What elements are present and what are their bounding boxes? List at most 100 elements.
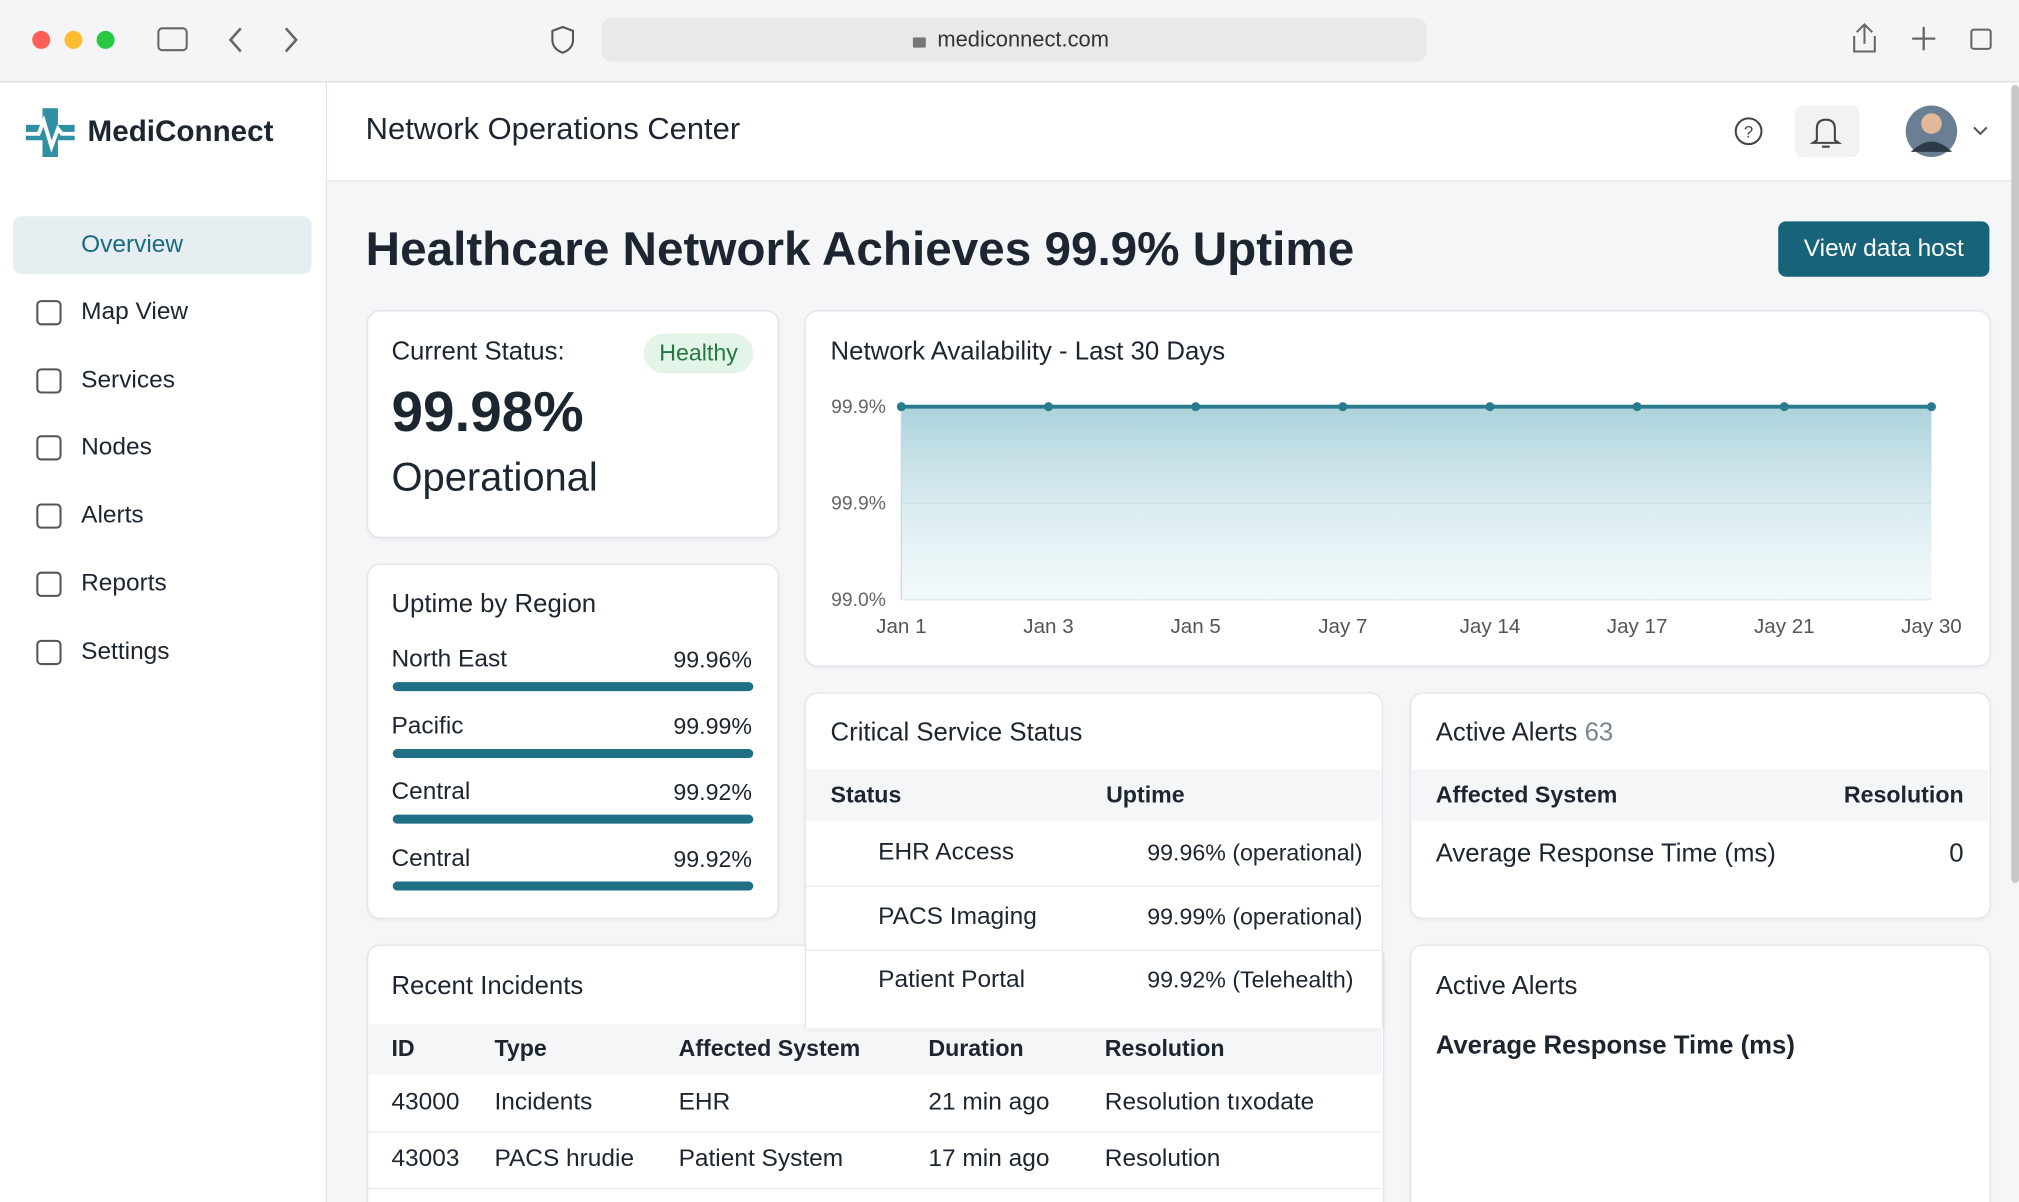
svg-text:?: ?: [1744, 123, 1753, 142]
status-text: Operational: [391, 454, 598, 500]
services-title: Critical Service Status: [830, 718, 1083, 748]
nav-item[interactable]: Reports: [81, 570, 167, 598]
region-name: Central: [391, 844, 471, 872]
services-header: Status: [830, 781, 902, 808]
nav-item[interactable]: Overview: [81, 231, 184, 259]
response-subtitle: Average Response Time (ms): [1435, 1031, 1795, 1060]
alerts-title: Active Alerts: [1435, 718, 1578, 748]
response-card: [1409, 944, 1991, 1202]
x-tick-label: Jay 21: [1754, 615, 1815, 638]
incident-header: Duration: [928, 1035, 1024, 1062]
nav-item[interactable]: Services: [81, 366, 175, 394]
region-value: 99.99%: [673, 712, 752, 739]
incident-header: ID: [391, 1035, 415, 1062]
region-bar: [392, 682, 754, 692]
header-icons: ?: [1734, 105, 1988, 158]
headline: Healthcare Network Achieves 99.9% Uptime: [365, 222, 1355, 276]
status-value: 99.98%: [391, 380, 584, 444]
nav-item[interactable]: Settings: [81, 638, 170, 666]
y-tick-label: 99.9%: [831, 494, 886, 515]
x-tick-label: Jay 17: [1607, 615, 1668, 638]
region-name: Pacific: [391, 712, 464, 740]
service-uptime: 99.96% (operational): [1147, 839, 1363, 866]
incident-cell: PACS hrudie: [494, 1145, 635, 1173]
region-bar: [392, 880, 753, 890]
header: [327, 82, 2019, 182]
incident-cell: 43003: [391, 1145, 460, 1173]
region-value: 99.92%: [673, 779, 752, 805]
area: [901, 406, 1932, 600]
region-bar: [392, 748, 754, 758]
region-title: Uptime by Region: [391, 590, 597, 619]
status-label: Current Status:: [391, 337, 565, 367]
service-name: Patient Portal: [878, 966, 1026, 994]
nav-icon: [36, 300, 62, 326]
nav-icon: [36, 503, 62, 529]
availability-title: Network Availability - Last 30 Days: [830, 337, 1226, 367]
incident-cell: 43000: [391, 1088, 460, 1116]
url[interactable]: mediconnect.com: [937, 27, 1109, 52]
point: [1926, 402, 1936, 412]
view-button[interactable]: View data host: [1778, 221, 1990, 277]
incident-cell: Incidents: [494, 1088, 593, 1116]
alerts-count: 63: [1584, 718, 1614, 748]
incidents-title: Recent Incidents: [391, 972, 584, 1001]
x-tick-label: Jay 30: [1901, 615, 1962, 638]
x-tick-label: Jan 1: [876, 615, 926, 638]
alerts-header: Resolution: [1843, 781, 1964, 808]
scrollbar: [2011, 84, 2019, 883]
incident-cell: Resolution tıxodate: [1104, 1088, 1315, 1116]
incident-header: Affected System: [678, 1035, 861, 1062]
brand: MediConnect: [87, 113, 274, 148]
alert-resolution: 0: [1949, 839, 1964, 869]
row-line: [806, 885, 1381, 887]
point: [1632, 402, 1642, 412]
y-tick-label: 99.9%: [831, 397, 886, 418]
row-line: [368, 1131, 1382, 1133]
nav-icon: [36, 571, 62, 597]
incident-header: Type: [494, 1035, 547, 1062]
services-head: [806, 769, 1381, 822]
alerts-head: [1411, 769, 1989, 822]
point: [896, 402, 906, 412]
region-card: [366, 563, 780, 919]
service-uptime: 99.99% (operational): [1147, 903, 1363, 930]
y-tick-label: 99.0%: [831, 590, 886, 611]
region-bar: [392, 814, 753, 824]
region-name: North East: [391, 646, 508, 674]
status-badge: Healthy: [643, 333, 754, 374]
nav-item[interactable]: Nodes: [81, 433, 152, 461]
x-tick-label: Jan 3: [1023, 615, 1073, 638]
incident-cell: 17 min ago: [928, 1145, 1050, 1173]
point: [1043, 402, 1054, 412]
point: [1779, 402, 1789, 412]
row-line: [806, 949, 1381, 951]
alerts-title-row: Active Alerts 63: [1436, 719, 1614, 749]
nav-item[interactable]: Alerts: [81, 501, 144, 529]
service-name: PACS Imaging: [878, 902, 1037, 930]
x-tick-label: Jan 5: [1170, 615, 1220, 638]
region-value: 99.92%: [673, 845, 752, 872]
alert-system: Average Response Time (ms): [1435, 839, 1776, 869]
incident-cell: 21 min ago: [928, 1088, 1050, 1116]
point: [1485, 402, 1495, 412]
page-title: Network Operations Center: [365, 111, 741, 147]
alerts-header: Affected System: [1435, 781, 1618, 808]
services-header: Uptime: [1106, 781, 1185, 808]
point: [1191, 402, 1201, 412]
nav-active: [12, 216, 312, 275]
services-card: [804, 692, 1383, 1029]
incident-cell: Resolution: [1104, 1145, 1221, 1173]
response-title: Active Alerts: [1435, 972, 1578, 1001]
nav-item[interactable]: Map View: [81, 298, 189, 326]
point: [1338, 402, 1348, 412]
service-uptime: 99.92% (Telehealth): [1147, 967, 1354, 993]
incident-cell: Patient System: [678, 1145, 844, 1173]
incident-header: Resolution: [1104, 1035, 1225, 1062]
service-name: EHR Access: [878, 839, 1015, 867]
incident-cell: EHR: [678, 1088, 731, 1116]
nav-icon: [36, 639, 62, 666]
x-tick-label: Jay 7: [1318, 615, 1367, 638]
nav-icon: [36, 435, 62, 461]
